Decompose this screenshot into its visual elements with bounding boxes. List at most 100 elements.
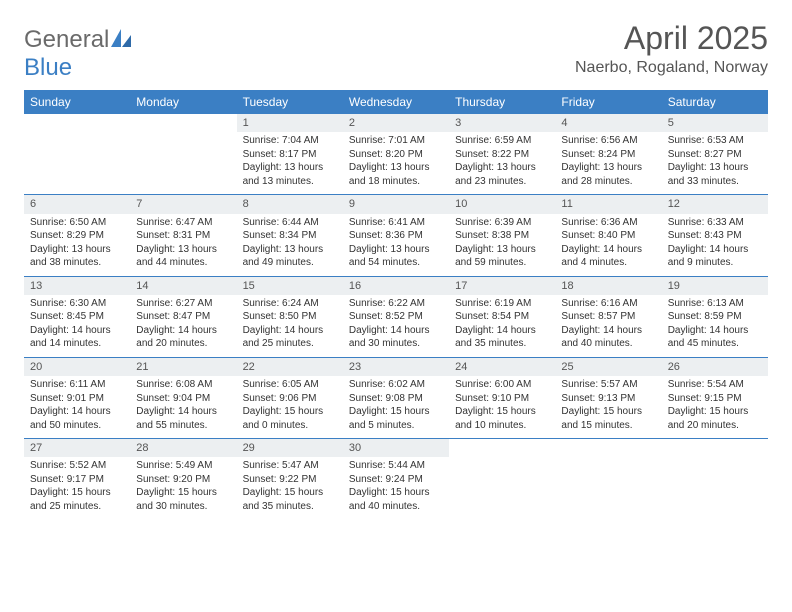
calendar-cell: 25Sunrise: 5:57 AMSunset: 9:13 PMDayligh…: [555, 357, 661, 438]
calendar-cell: 30Sunrise: 5:44 AMSunset: 9:24 PMDayligh…: [343, 439, 449, 520]
day-detail: Sunrise: 6:36 AMSunset: 8:40 PMDaylight:…: [555, 214, 661, 276]
day-detail: Sunrise: 6:44 AMSunset: 8:34 PMDaylight:…: [237, 214, 343, 276]
day-number: 27: [24, 439, 130, 457]
day-number: 5: [662, 114, 768, 132]
day-number: 21: [130, 358, 236, 376]
day-number: 14: [130, 277, 236, 295]
day-detail: Sunrise: 6:53 AMSunset: 8:27 PMDaylight:…: [662, 132, 768, 194]
day-number: 7: [130, 195, 236, 213]
day-number: 18: [555, 277, 661, 295]
calendar-cell: 3Sunrise: 6:59 AMSunset: 8:22 PMDaylight…: [449, 114, 555, 195]
calendar-page: GeneralBlue April 2025 Naerbo, Rogaland,…: [0, 0, 792, 539]
calendar-cell: 10Sunrise: 6:39 AMSunset: 8:38 PMDayligh…: [449, 195, 555, 276]
calendar-cell: 26Sunrise: 5:54 AMSunset: 9:15 PMDayligh…: [662, 357, 768, 438]
day-number: 26: [662, 358, 768, 376]
calendar-cell: [662, 439, 768, 520]
calendar-cell: 2Sunrise: 7:01 AMSunset: 8:20 PMDaylight…: [343, 114, 449, 195]
calendar-cell: 5Sunrise: 6:53 AMSunset: 8:27 PMDaylight…: [662, 114, 768, 195]
day-detail: Sunrise: 6:19 AMSunset: 8:54 PMDaylight:…: [449, 295, 555, 357]
calendar-cell: [130, 114, 236, 195]
weekday-header: Sunday: [24, 90, 130, 114]
day-detail: Sunrise: 6:59 AMSunset: 8:22 PMDaylight:…: [449, 132, 555, 194]
calendar-cell: 28Sunrise: 5:49 AMSunset: 9:20 PMDayligh…: [130, 439, 236, 520]
calendar-cell: 27Sunrise: 5:52 AMSunset: 9:17 PMDayligh…: [24, 439, 130, 520]
calendar-cell: [555, 439, 661, 520]
day-number: 24: [449, 358, 555, 376]
calendar-cell: 22Sunrise: 6:05 AMSunset: 9:06 PMDayligh…: [237, 357, 343, 438]
day-detail: Sunrise: 6:39 AMSunset: 8:38 PMDaylight:…: [449, 214, 555, 276]
day-detail: Sunrise: 7:04 AMSunset: 8:17 PMDaylight:…: [237, 132, 343, 194]
calendar-cell: 8Sunrise: 6:44 AMSunset: 8:34 PMDaylight…: [237, 195, 343, 276]
calendar-cell: 16Sunrise: 6:22 AMSunset: 8:52 PMDayligh…: [343, 276, 449, 357]
calendar-cell: 13Sunrise: 6:30 AMSunset: 8:45 PMDayligh…: [24, 276, 130, 357]
day-number: 3: [449, 114, 555, 132]
weekday-header: Tuesday: [237, 90, 343, 114]
day-number: 20: [24, 358, 130, 376]
calendar-cell: 24Sunrise: 6:00 AMSunset: 9:10 PMDayligh…: [449, 357, 555, 438]
day-number: 13: [24, 277, 130, 295]
day-number: 12: [662, 195, 768, 213]
day-detail: Sunrise: 6:16 AMSunset: 8:57 PMDaylight:…: [555, 295, 661, 357]
day-number: 30: [343, 439, 449, 457]
day-detail: Sunrise: 6:11 AMSunset: 9:01 PMDaylight:…: [24, 376, 130, 438]
weekday-header: Wednesday: [343, 90, 449, 114]
weekday-header: Friday: [555, 90, 661, 114]
day-number: 17: [449, 277, 555, 295]
header: GeneralBlue April 2025 Naerbo, Rogaland,…: [24, 20, 768, 82]
day-number: 4: [555, 114, 661, 132]
day-number: 19: [662, 277, 768, 295]
day-detail: Sunrise: 7:01 AMSunset: 8:20 PMDaylight:…: [343, 132, 449, 194]
calendar-cell: 12Sunrise: 6:33 AMSunset: 8:43 PMDayligh…: [662, 195, 768, 276]
day-number: 2: [343, 114, 449, 132]
title-block: April 2025 Naerbo, Rogaland, Norway: [575, 20, 768, 77]
calendar-cell: 23Sunrise: 6:02 AMSunset: 9:08 PMDayligh…: [343, 357, 449, 438]
logo-part2: Blue: [24, 54, 72, 81]
day-detail: Sunrise: 6:00 AMSunset: 9:10 PMDaylight:…: [449, 376, 555, 438]
day-detail: Sunrise: 5:49 AMSunset: 9:20 PMDaylight:…: [130, 457, 236, 519]
sail-icon: [111, 26, 131, 54]
day-detail: Sunrise: 6:33 AMSunset: 8:43 PMDaylight:…: [662, 214, 768, 276]
day-number: 10: [449, 195, 555, 213]
location-text: Naerbo, Rogaland, Norway: [575, 59, 768, 77]
calendar-body: 1Sunrise: 7:04 AMSunset: 8:17 PMDaylight…: [24, 114, 768, 519]
calendar-cell: 15Sunrise: 6:24 AMSunset: 8:50 PMDayligh…: [237, 276, 343, 357]
calendar-cell: 11Sunrise: 6:36 AMSunset: 8:40 PMDayligh…: [555, 195, 661, 276]
day-detail: Sunrise: 6:56 AMSunset: 8:24 PMDaylight:…: [555, 132, 661, 194]
day-number: 25: [555, 358, 661, 376]
day-number: 11: [555, 195, 661, 213]
day-detail: Sunrise: 5:57 AMSunset: 9:13 PMDaylight:…: [555, 376, 661, 438]
calendar-cell: 17Sunrise: 6:19 AMSunset: 8:54 PMDayligh…: [449, 276, 555, 357]
logo-text: GeneralBlue: [24, 26, 131, 82]
calendar-cell: 19Sunrise: 6:13 AMSunset: 8:59 PMDayligh…: [662, 276, 768, 357]
day-number: 6: [24, 195, 130, 213]
day-number: 16: [343, 277, 449, 295]
weekday-header: Monday: [130, 90, 236, 114]
calendar-cell: 21Sunrise: 6:08 AMSunset: 9:04 PMDayligh…: [130, 357, 236, 438]
day-detail: Sunrise: 6:30 AMSunset: 8:45 PMDaylight:…: [24, 295, 130, 357]
day-number: 9: [343, 195, 449, 213]
day-number: 8: [237, 195, 343, 213]
calendar-cell: 1Sunrise: 7:04 AMSunset: 8:17 PMDaylight…: [237, 114, 343, 195]
day-detail: Sunrise: 6:05 AMSunset: 9:06 PMDaylight:…: [237, 376, 343, 438]
calendar-cell: [449, 439, 555, 520]
day-detail: Sunrise: 6:50 AMSunset: 8:29 PMDaylight:…: [24, 214, 130, 276]
day-number: 15: [237, 277, 343, 295]
day-number: 23: [343, 358, 449, 376]
day-detail: Sunrise: 5:54 AMSunset: 9:15 PMDaylight:…: [662, 376, 768, 438]
day-number: 29: [237, 439, 343, 457]
calendar-cell: 20Sunrise: 6:11 AMSunset: 9:01 PMDayligh…: [24, 357, 130, 438]
day-detail: Sunrise: 6:08 AMSunset: 9:04 PMDaylight:…: [130, 376, 236, 438]
logo-part1: General: [24, 26, 109, 53]
day-number: 22: [237, 358, 343, 376]
calendar-cell: 7Sunrise: 6:47 AMSunset: 8:31 PMDaylight…: [130, 195, 236, 276]
calendar-cell: 14Sunrise: 6:27 AMSunset: 8:47 PMDayligh…: [130, 276, 236, 357]
calendar-cell: 4Sunrise: 6:56 AMSunset: 8:24 PMDaylight…: [555, 114, 661, 195]
day-detail: Sunrise: 5:44 AMSunset: 9:24 PMDaylight:…: [343, 457, 449, 519]
day-detail: Sunrise: 6:27 AMSunset: 8:47 PMDaylight:…: [130, 295, 236, 357]
day-detail: Sunrise: 5:52 AMSunset: 9:17 PMDaylight:…: [24, 457, 130, 519]
weekday-header: Thursday: [449, 90, 555, 114]
calendar-cell: 29Sunrise: 5:47 AMSunset: 9:22 PMDayligh…: [237, 439, 343, 520]
calendar-cell: [24, 114, 130, 195]
day-detail: Sunrise: 6:41 AMSunset: 8:36 PMDaylight:…: [343, 214, 449, 276]
calendar-cell: 6Sunrise: 6:50 AMSunset: 8:29 PMDaylight…: [24, 195, 130, 276]
